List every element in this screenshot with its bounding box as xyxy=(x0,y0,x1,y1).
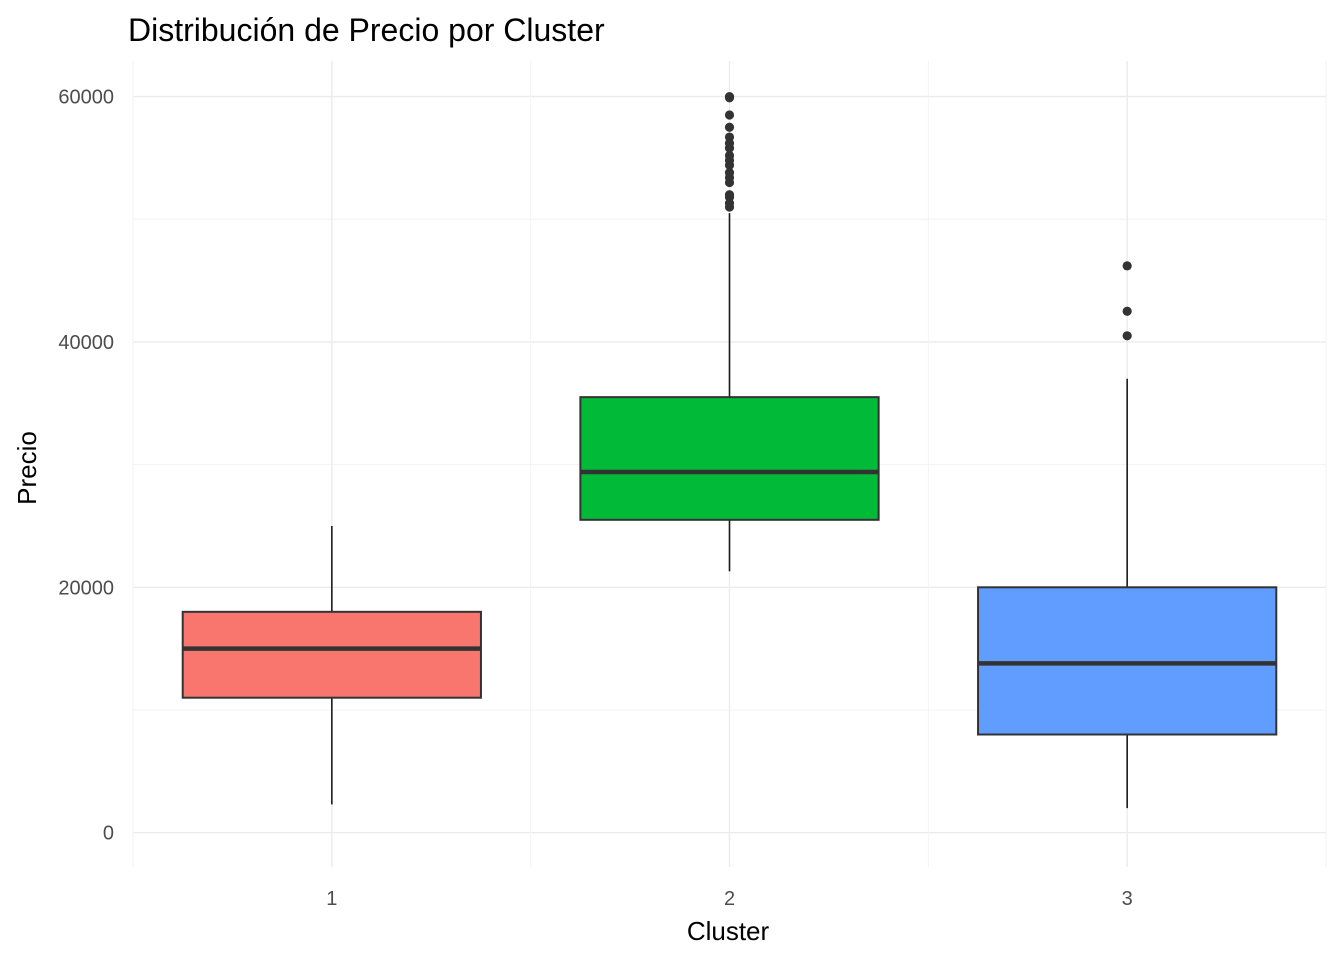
outlier-point xyxy=(724,110,735,120)
outlier-point xyxy=(1122,306,1132,316)
y-tick-label: 40000 xyxy=(58,332,114,354)
tick-layer: 0 20000 40000 60000 1 2 3 xyxy=(58,87,1132,910)
iqr-box xyxy=(977,586,1278,736)
x-axis-title: Cluster xyxy=(687,916,770,946)
x-tick-label: 2 xyxy=(724,888,735,910)
outlier-point xyxy=(724,122,735,132)
y-tick-label: 0 xyxy=(103,823,114,845)
x-tick-label: 3 xyxy=(1122,888,1133,910)
y-tick-label: 60000 xyxy=(58,87,114,109)
box-cluster-1 xyxy=(181,525,482,805)
outlier-point xyxy=(1122,331,1132,341)
iqr-box xyxy=(181,610,482,699)
outlier-point xyxy=(724,190,735,200)
y-axis-title: Precio xyxy=(12,431,42,505)
box-layer xyxy=(181,91,1278,809)
box-cluster-3 xyxy=(977,261,1278,809)
x-tick-label: 1 xyxy=(326,888,337,910)
y-tick-label: 20000 xyxy=(58,577,114,599)
outlier-point xyxy=(1122,261,1132,271)
outlier-point xyxy=(724,132,735,142)
outlier-point xyxy=(724,168,735,178)
outlier-point xyxy=(724,91,735,102)
outlier-point xyxy=(724,150,735,161)
box-cluster-2 xyxy=(579,91,880,572)
chart-title: Distribución de Precio por Cluster xyxy=(128,12,605,48)
iqr-box xyxy=(579,396,880,521)
